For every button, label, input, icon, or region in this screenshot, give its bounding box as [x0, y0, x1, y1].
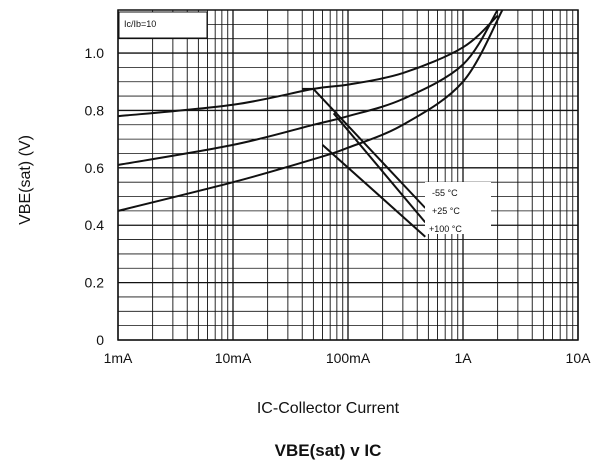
series-label-plus100: +100 °C — [429, 224, 462, 234]
y-axis-title: VBE(sat) (V) — [17, 135, 34, 225]
grid — [117, 9, 579, 341]
x-tick-label: 1A — [454, 350, 472, 366]
x-tick-label: 10mA — [215, 350, 252, 366]
chart-title: VBE(sat) v IC — [275, 441, 382, 460]
y-tick-label: 0.4 — [85, 217, 105, 233]
series-label-minus55: -55 °C — [432, 188, 458, 198]
x-tick-label: 1mA — [104, 350, 133, 366]
curves — [117, 9, 504, 238]
y-tick-label: 0.2 — [85, 275, 105, 291]
annotation-text: Ic/Ib=10 — [124, 19, 156, 29]
curve-plus100 — [117, 9, 504, 212]
legend-box: -55 °C +25 °C +100 °C — [425, 182, 491, 234]
x-axis-title: IC-Collector Current — [257, 400, 400, 417]
y-tick-label: 0.6 — [85, 160, 105, 176]
y-tick-label: 0.8 — [85, 102, 105, 118]
x-tick-label: 10A — [566, 350, 592, 366]
leader-line — [321, 144, 426, 238]
series-label-plus25: +25 °C — [432, 206, 460, 216]
tick-labels: 1mA 10mA 100mA 1A 10A 0 0.2 0.4 0.6 0.8 1.0 — [85, 45, 592, 366]
curve-minus55 — [117, 14, 499, 118]
curve-plus25 — [117, 9, 499, 166]
leader-line — [312, 88, 427, 209]
y-tick-label: 0 — [96, 332, 104, 348]
x-tick-label: 100mA — [326, 350, 371, 366]
y-tick-label: 1.0 — [85, 45, 105, 61]
leader-line — [332, 112, 427, 223]
plot-frame — [117, 9, 579, 341]
annotation-box: Ic/Ib=10 — [118, 11, 208, 39]
